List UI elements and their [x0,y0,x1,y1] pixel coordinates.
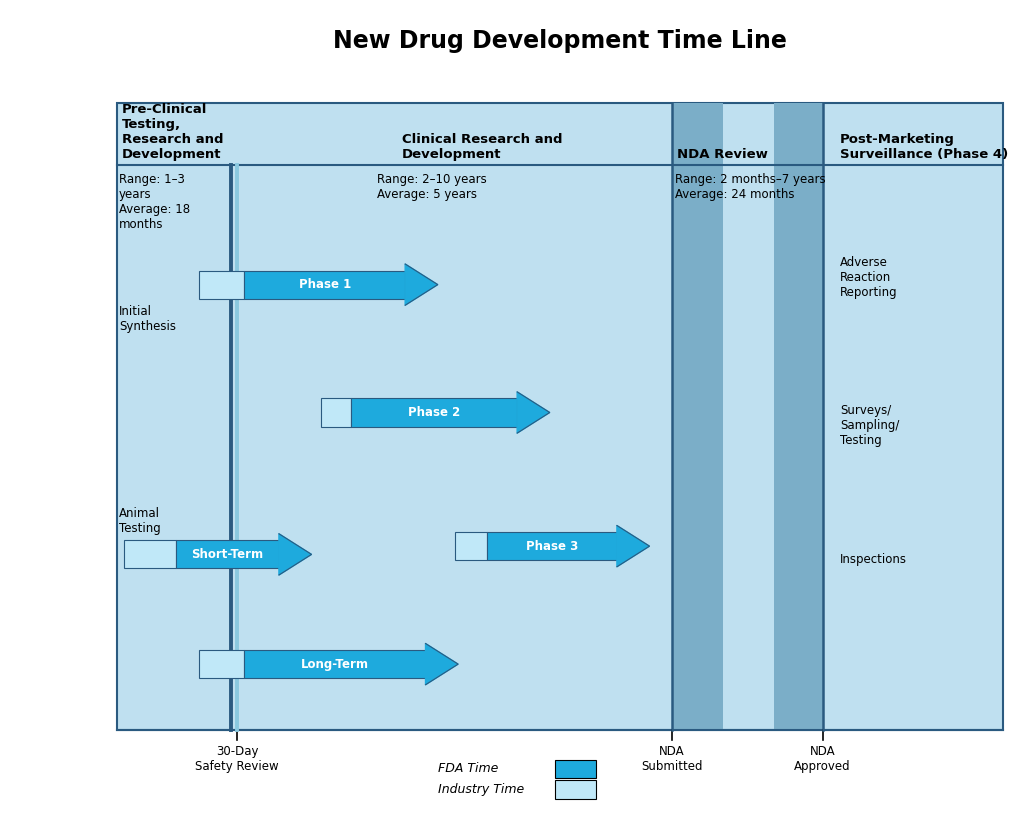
Text: Initial
Synthesis: Initial Synthesis [119,305,176,333]
Bar [455,532,487,560]
Text: Animal
Testing: Animal Testing [119,507,161,535]
Bar [351,398,517,427]
Text: Surveys/
Sampling/
Testing: Surveys/ Sampling/ Testing [840,404,899,447]
Bar [487,532,617,560]
Text: Industry Time: Industry Time [438,783,524,796]
Polygon shape [426,644,458,685]
Text: Phase 1: Phase 1 [298,278,351,291]
Text: Phase 3: Phase 3 [525,540,578,553]
Bar [176,540,279,568]
Polygon shape [617,526,649,567]
Text: Inspections: Inspections [840,553,907,566]
Bar [117,103,1003,730]
Text: Adverse
Reaction
Reporting: Adverse Reaction Reporting [840,256,898,299]
Bar [244,271,405,299]
Polygon shape [405,264,438,305]
Bar [321,398,351,427]
Text: Phase 2: Phase 2 [408,406,460,419]
Bar [199,271,244,299]
Bar [555,760,596,778]
Text: NDA
Submitted: NDA Submitted [641,745,702,773]
Text: 30-Day
Safety Review: 30-Day Safety Review [195,745,279,773]
Text: Clinical Research and
Development: Clinical Research and Development [402,133,563,161]
Bar [774,103,823,730]
Bar [124,540,176,568]
Text: Range: 1–3
years
Average: 18
months: Range: 1–3 years Average: 18 months [119,173,190,231]
Text: Short-Term: Short-Term [191,548,264,561]
Bar [672,103,723,730]
Bar [199,650,244,678]
Text: New Drug Development Time Line: New Drug Development Time Line [333,29,787,54]
Text: Post-Marketing
Surveillance (Phase 4): Post-Marketing Surveillance (Phase 4) [840,133,1008,161]
Text: NDA
Approved: NDA Approved [794,745,851,773]
Polygon shape [517,392,550,433]
Bar [555,780,596,799]
Text: NDA Review: NDA Review [677,148,768,161]
Text: Range: 2–10 years
Average: 5 years: Range: 2–10 years Average: 5 years [377,173,487,201]
Text: Pre-Clinical
Testing,
Research and
Development: Pre-Clinical Testing, Research and Devel… [122,103,224,161]
Polygon shape [279,534,312,575]
Text: FDA Time: FDA Time [438,762,498,776]
Bar [244,650,426,678]
Text: Range: 2 months–7 years
Average: 24 months: Range: 2 months–7 years Average: 24 mont… [675,173,826,201]
Text: Long-Term: Long-Term [301,658,369,671]
